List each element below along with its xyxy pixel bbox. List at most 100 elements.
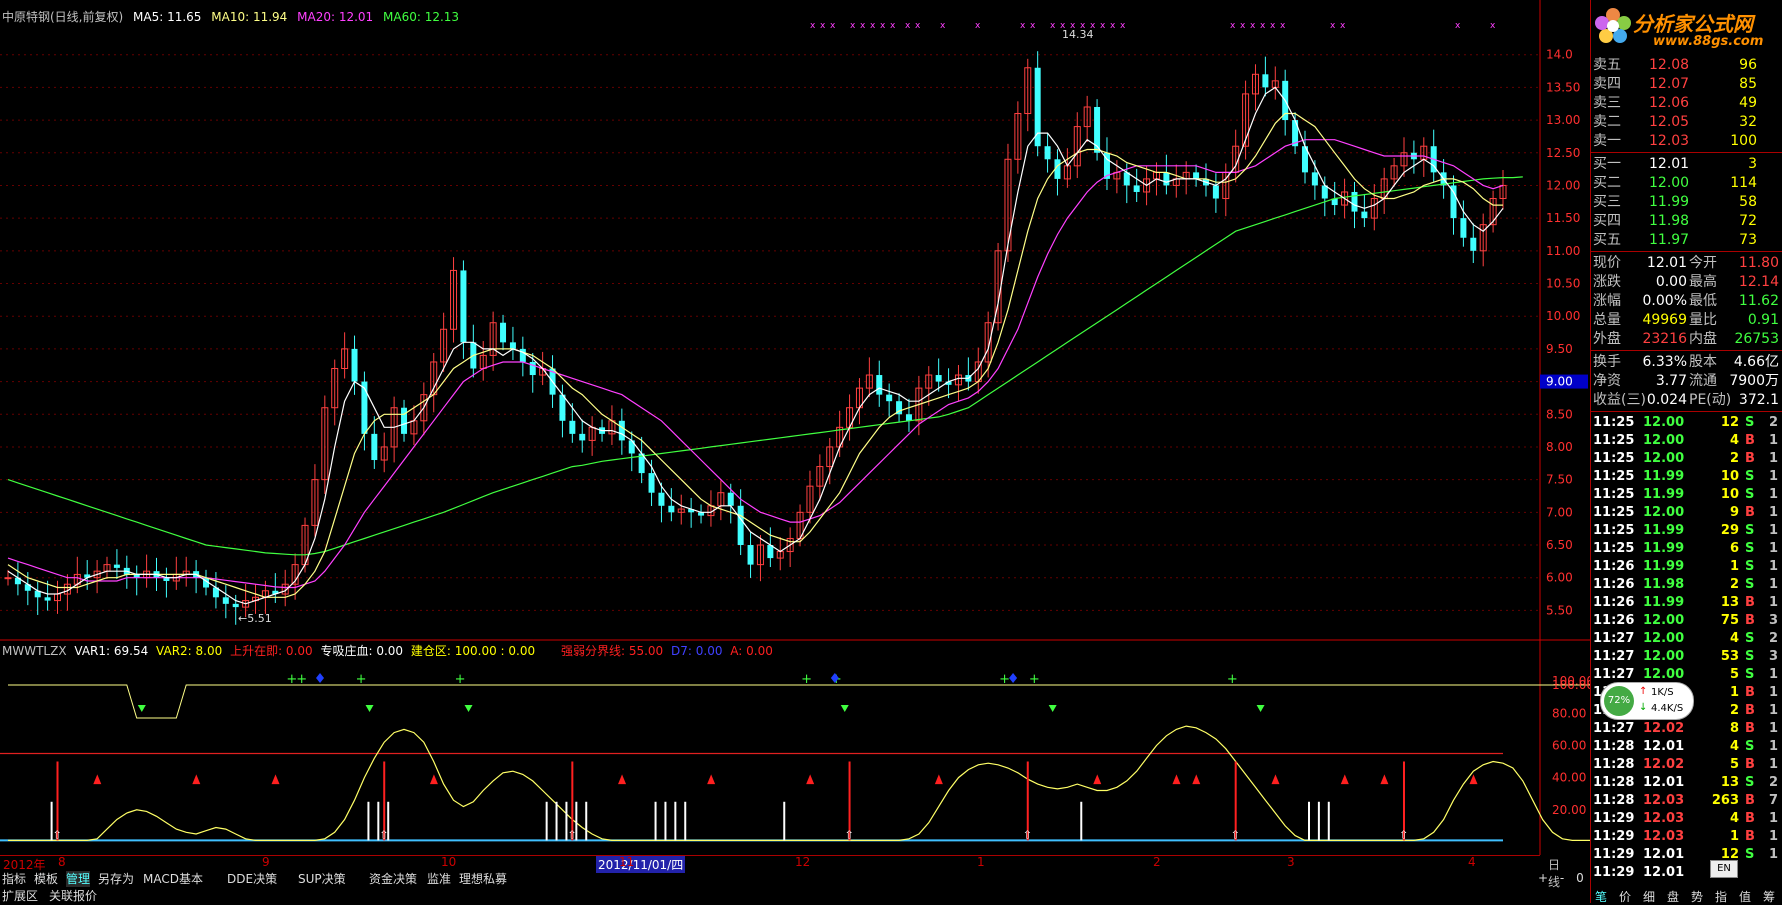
candle-down bbox=[698, 512, 705, 516]
candle-up bbox=[93, 570, 101, 579]
bottom-tab[interactable]: 理想私募 bbox=[459, 872, 508, 886]
tick-time: 11:29 bbox=[1593, 829, 1635, 844]
bottom-tab[interactable]: 指标 bbox=[2, 872, 27, 886]
candle-up bbox=[816, 466, 824, 487]
signal-x-marker: x bbox=[870, 21, 876, 31]
tick-time: 11:26 bbox=[1593, 559, 1635, 574]
candle-up bbox=[1400, 152, 1408, 167]
bottom-tab-extra[interactable]: 扩展区 bbox=[2, 889, 39, 903]
zoom-reset-button[interactable]: 0 bbox=[1576, 871, 1584, 885]
right-tab[interactable]: 势 bbox=[1691, 890, 1704, 904]
bottom-tab[interactable]: MACD基本 bbox=[143, 872, 203, 886]
signal-arrow-icon: ⇧ bbox=[1231, 828, 1240, 841]
speed-bubble: 72% ↑ 1K/S ↓ 4.4K/S bbox=[1600, 682, 1694, 720]
sell-row[interactable]: 卖三 12.06 49 bbox=[1591, 94, 1782, 112]
sell-row[interactable]: 卖四 12.07 85 bbox=[1591, 75, 1782, 93]
candle-down bbox=[1470, 237, 1477, 251]
candle-down bbox=[1044, 146, 1051, 160]
candle-down bbox=[896, 401, 903, 415]
tick-price: 12.00 bbox=[1643, 415, 1685, 430]
tick-direction: S bbox=[1745, 523, 1755, 538]
strong-label: 强弱分界线: 55.00 bbox=[560, 644, 664, 658]
candle-down bbox=[638, 453, 645, 474]
bottom-tab[interactable]: 管理 bbox=[66, 871, 91, 887]
candle-down bbox=[1311, 172, 1318, 186]
right-tab[interactable]: 细 bbox=[1643, 890, 1656, 904]
stats-row: 收益(三) 0.024 PE(动) 372.1 bbox=[1591, 391, 1782, 409]
tick-count: 1 bbox=[1769, 469, 1779, 484]
candle-down bbox=[509, 342, 516, 349]
tick-direction: S bbox=[1745, 487, 1755, 502]
tick-row: 11:28 12.01 13 S 2 bbox=[1591, 774, 1782, 792]
right-tab[interactable]: 笔 bbox=[1595, 890, 1608, 904]
right-tab[interactable]: 筹 bbox=[1763, 890, 1776, 904]
indicator-name: MWWTLZX bbox=[2, 644, 67, 658]
en-button[interactable]: EN bbox=[1710, 860, 1738, 878]
candle-down bbox=[1034, 67, 1041, 147]
tick-volume: 2 bbox=[1729, 451, 1739, 466]
tick-count: 3 bbox=[1769, 613, 1779, 628]
tick-price: 12.01 bbox=[1643, 847, 1685, 862]
buy-row[interactable]: 买三 11.99 58 bbox=[1591, 193, 1782, 211]
right-tab[interactable]: 价 bbox=[1619, 890, 1632, 904]
candle-up bbox=[1024, 67, 1032, 115]
candle-down bbox=[905, 414, 912, 421]
buy-price: 12.01 bbox=[1649, 156, 1690, 172]
buy-row[interactable]: 买一 12.01 3 bbox=[1591, 155, 1782, 173]
sell-row[interactable]: 卖五 12.08 96 bbox=[1591, 56, 1782, 74]
zoom-in-button[interactable]: + bbox=[1538, 871, 1549, 885]
buy-volume: 73 bbox=[1739, 232, 1757, 248]
tick-time: 11:25 bbox=[1593, 469, 1635, 484]
tick-price: 12.00 bbox=[1643, 631, 1685, 646]
red-triangle-icon bbox=[271, 774, 280, 785]
buy-row[interactable]: 买五 11.97 73 bbox=[1591, 231, 1782, 249]
down-arrow-icon: ↓ bbox=[1639, 702, 1648, 713]
signal-x-marker: x bbox=[890, 21, 896, 31]
quote-value: 26753 bbox=[1734, 331, 1779, 347]
signal-x-marker: x bbox=[1490, 21, 1496, 31]
period-label[interactable]: 日线 bbox=[1548, 858, 1561, 889]
sell-row[interactable]: 卖一 12.03 100 bbox=[1591, 132, 1782, 150]
bottom-tab[interactable]: SUP决策 bbox=[298, 872, 346, 886]
kline-chart[interactable]: 14.0 13.50 13.00 12.50 12.00 11.50 11.00 10.50 1… bbox=[0, 0, 1590, 855]
tick-row: 11:29 12.03 4 B 1 bbox=[1591, 810, 1782, 828]
candle-down bbox=[737, 505, 744, 546]
stats-value: 4.66亿 bbox=[1733, 354, 1779, 370]
buy-row[interactable]: 买四 11.98 72 bbox=[1591, 212, 1782, 230]
bottom-tab[interactable]: DDE决策 bbox=[227, 872, 278, 886]
price-tick-label: 11.50 bbox=[1546, 211, 1580, 225]
buy-row[interactable]: 买二 12.00 114 bbox=[1591, 174, 1782, 192]
bottom-tab[interactable]: 资金决策 bbox=[369, 872, 418, 886]
tick-volume: 12 bbox=[1720, 847, 1739, 862]
stats-value: 3.77 bbox=[1655, 373, 1687, 389]
tick-volume: 13 bbox=[1720, 595, 1739, 610]
red-triangle-icon bbox=[93, 774, 102, 785]
right-tab[interactable]: 指 bbox=[1715, 890, 1728, 904]
bottom-tab[interactable]: 监准 bbox=[427, 872, 452, 886]
tick-volume: 8 bbox=[1729, 721, 1739, 736]
candle-down bbox=[222, 597, 229, 604]
green-plus-icon: + bbox=[356, 672, 367, 687]
right-tab[interactable]: 值 bbox=[1739, 890, 1752, 904]
chart-area[interactable]: 14.0 13.50 13.00 12.50 12.00 11.50 11.00 10.50 1… bbox=[0, 0, 1590, 855]
price-tick-label: 6.50 bbox=[1546, 538, 1573, 552]
sell-row[interactable]: 卖二 12.05 32 bbox=[1591, 113, 1782, 131]
stats-label: 收益(三) bbox=[1593, 392, 1646, 408]
bottom-tab-extra[interactable]: 关联报价 bbox=[49, 889, 98, 903]
tick-time: 11:26 bbox=[1593, 613, 1635, 628]
date-tick-label: 1 bbox=[977, 855, 985, 869]
candle-up bbox=[321, 407, 329, 481]
ma10-label: MA10: 11.94 bbox=[211, 10, 288, 24]
price-tick-label: 14.0 bbox=[1546, 48, 1573, 62]
zoom-out-button[interactable]: - bbox=[1559, 871, 1565, 885]
bottom-tab[interactable]: 模板 bbox=[34, 872, 59, 886]
stats-label: 股本 bbox=[1689, 354, 1717, 370]
tick-time: 11:27 bbox=[1593, 649, 1635, 664]
signal-x-marker: x bbox=[1270, 21, 1276, 31]
bottom-tab[interactable]: 另存为 bbox=[98, 872, 135, 886]
year-label: 2012年 bbox=[3, 858, 46, 872]
tick-row: 11:27 12.00 5 S 1 bbox=[1591, 666, 1782, 684]
right-tab[interactable]: 盘 bbox=[1667, 890, 1680, 904]
tick-volume: 1 bbox=[1729, 559, 1739, 574]
tick-direction: B bbox=[1745, 505, 1755, 520]
